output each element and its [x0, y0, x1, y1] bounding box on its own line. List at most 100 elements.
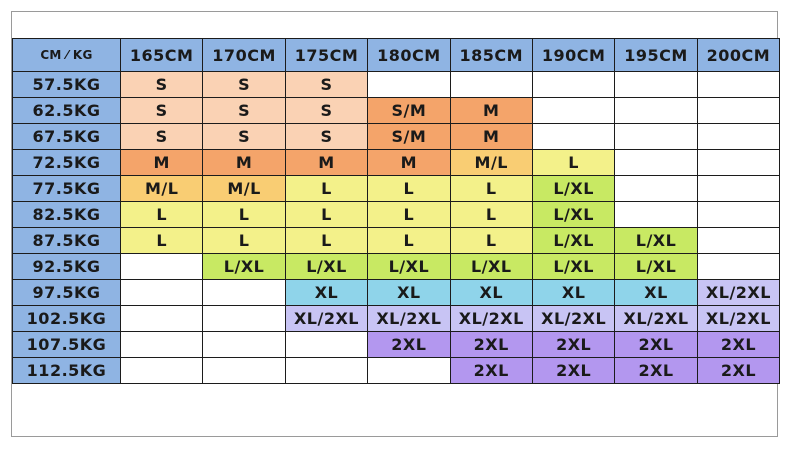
size-cell — [614, 97, 698, 124]
size-cell: L/XL — [367, 253, 451, 280]
weight-label: 62.5KG — [12, 97, 121, 124]
size-cell: 2XL — [449, 331, 533, 358]
size-cell: L/XL — [614, 253, 698, 280]
size-cell — [696, 97, 781, 124]
size-table-body: 57.5KG S S S 62.5KG S S S S/M M 67.5KG S S S S/M M 72.5K… — [12, 71, 781, 384]
height-header: 185CM — [449, 38, 533, 72]
size-cell: M — [202, 149, 286, 176]
size-cell: L — [119, 227, 204, 254]
size-cell: 2XL — [696, 331, 781, 358]
weight-label: 77.5KG — [12, 175, 121, 202]
table-row: 77.5KG M/L M/L L L L L/XL — [12, 175, 781, 202]
size-cell: XL — [367, 279, 451, 306]
size-cell: M — [119, 149, 204, 176]
size-cell — [367, 357, 451, 384]
size-cell: L/XL — [449, 253, 533, 280]
size-cell — [696, 71, 781, 98]
size-cell — [119, 357, 204, 384]
size-cell: XL/2XL — [696, 305, 781, 332]
size-cell: L — [367, 201, 451, 228]
size-cell: S — [202, 97, 286, 124]
size-cell: L — [119, 201, 204, 228]
size-cell — [614, 149, 698, 176]
size-cell: 2XL — [531, 357, 616, 384]
weight-label: 107.5KG — [12, 331, 121, 358]
size-cell: M/L — [119, 175, 204, 202]
size-cell — [696, 123, 781, 150]
size-cell — [202, 279, 286, 306]
table-row: 102.5KG XL/2XL XL/2XL XL/2XL XL/2XL XL/2XL XL/… — [12, 305, 781, 332]
size-cell — [119, 305, 204, 332]
size-cell — [696, 201, 781, 228]
size-cell — [696, 227, 781, 254]
size-cell: XL/2XL — [284, 305, 369, 332]
size-cell: L/XL — [531, 253, 616, 280]
size-cell: XL — [449, 279, 533, 306]
table-row: 97.5KG XL XL XL XL XL XL/2XL — [12, 279, 781, 306]
size-cell — [367, 71, 451, 98]
size-cell: XL/2XL — [696, 279, 781, 306]
weight-label: 67.5KG — [12, 123, 121, 150]
size-cell: S — [119, 123, 204, 150]
size-cell: S — [119, 97, 204, 124]
size-cell: L — [367, 175, 451, 202]
height-header: 165CM — [119, 38, 204, 72]
size-cell: L — [202, 227, 286, 254]
size-cell — [284, 357, 369, 384]
weight-label: 97.5KG — [12, 279, 121, 306]
height-header: 195CM — [614, 38, 698, 72]
height-header: 175CM — [284, 38, 369, 72]
size-cell — [696, 253, 781, 280]
size-cell — [202, 305, 286, 332]
size-cell: S — [202, 71, 286, 98]
size-cell: L — [202, 201, 286, 228]
size-cell: L/XL — [531, 201, 616, 228]
size-cell — [119, 331, 204, 358]
size-cell: S/M — [367, 97, 451, 124]
size-cell: XL — [284, 279, 369, 306]
size-cell: S — [284, 97, 369, 124]
size-cell: L — [284, 175, 369, 202]
size-cell — [531, 97, 616, 124]
size-cell: S — [284, 123, 369, 150]
size-cell: XL/2XL — [449, 305, 533, 332]
size-cell: L — [531, 149, 616, 176]
size-cell: XL — [531, 279, 616, 306]
height-header: 170CM — [202, 38, 286, 72]
size-cell: XL/2XL — [614, 305, 698, 332]
size-cell: M — [449, 97, 533, 124]
table-row: 72.5KG M M M M M/L L — [12, 149, 781, 176]
size-cell: L/XL — [614, 227, 698, 254]
size-cell: M — [284, 149, 369, 176]
size-cell: S/M — [367, 123, 451, 150]
corner-label: CM ⁄ KG — [12, 38, 121, 72]
weight-label: 72.5KG — [12, 149, 121, 176]
size-chart-table: CM ⁄ KG 165CM 170CM 175CM 180CM 185CM 19… — [12, 38, 781, 384]
size-cell: L — [284, 227, 369, 254]
size-cell: L — [367, 227, 451, 254]
weight-label: 102.5KG — [12, 305, 121, 332]
size-cell: M/L — [202, 175, 286, 202]
table-row: 87.5KG L L L L L L/XL L/XL — [12, 227, 781, 254]
size-cell: L/XL — [531, 175, 616, 202]
size-cell — [119, 279, 204, 306]
size-cell: M — [367, 149, 451, 176]
weight-label: 82.5KG — [12, 201, 121, 228]
table-row: 57.5KG S S S — [12, 71, 781, 98]
size-cell: 2XL — [449, 357, 533, 384]
size-cell: M/L — [449, 149, 533, 176]
size-cell: XL — [614, 279, 698, 306]
size-cell: 2XL — [531, 331, 616, 358]
table-row: 107.5KG 2XL 2XL 2XL 2XL 2XL — [12, 331, 781, 358]
size-cell: L/XL — [202, 253, 286, 280]
size-cell: L — [449, 175, 533, 202]
size-cell — [284, 331, 369, 358]
size-cell: 2XL — [614, 331, 698, 358]
weight-label: 57.5KG — [12, 71, 121, 98]
size-cell — [614, 201, 698, 228]
size-cell — [202, 357, 286, 384]
size-cell: M — [449, 123, 533, 150]
size-cell: S — [119, 71, 204, 98]
height-header: 180CM — [367, 38, 451, 72]
weight-label: 92.5KG — [12, 253, 121, 280]
